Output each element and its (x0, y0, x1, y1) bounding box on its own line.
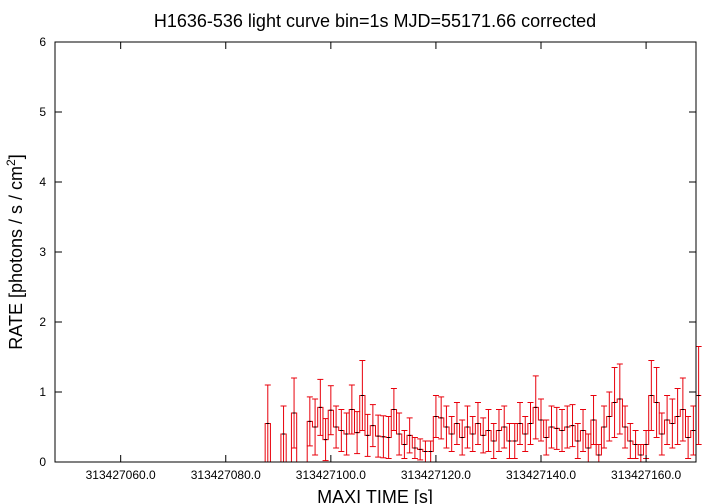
y-tick-label: 6 (39, 35, 46, 49)
x-tick-label: 313427120.0 (401, 468, 471, 482)
y-tick-label: 3 (39, 245, 46, 259)
error-bar (553, 406, 560, 450)
error-bar (453, 402, 460, 445)
error-bar (669, 398, 676, 449)
error-bar (685, 416, 692, 459)
error-bar (306, 396, 313, 447)
error-bar (432, 395, 439, 438)
error-bar (480, 417, 487, 454)
error-bar (658, 412, 665, 456)
y-axis-label-exponent: 2 (4, 159, 18, 166)
error-bar (343, 412, 350, 456)
error-bar (396, 412, 403, 456)
error-bar (490, 423, 497, 459)
x-tick-label: 313427140.0 (506, 468, 576, 482)
error-bar (380, 415, 387, 459)
y-tick-label: 5 (39, 105, 46, 119)
error-bar (348, 384, 355, 435)
error-bar (411, 437, 418, 459)
error-bar (548, 405, 555, 449)
error-bar (690, 405, 697, 456)
error-bar (322, 418, 329, 462)
error-bar (390, 388, 397, 431)
error-bar (648, 360, 655, 431)
error-bar (616, 363, 623, 435)
y-axis-label: RATE [photons / s / cm2] (4, 154, 26, 349)
error-bar (312, 398, 319, 456)
error-bar (564, 405, 571, 449)
error-bar (401, 430, 408, 459)
error-bar (459, 419, 466, 456)
plot-frame (54, 41, 697, 463)
error-bar (485, 409, 492, 452)
error-bar (474, 402, 481, 445)
error-bar (606, 391, 613, 442)
x-tick-label: 313427160.0 (611, 468, 681, 482)
error-bar (559, 409, 566, 452)
error-bar (574, 423, 581, 459)
error-bar (375, 414, 382, 458)
error-bar (369, 404, 376, 448)
error-bar (543, 419, 550, 456)
error-bar (333, 405, 340, 449)
y-axis-label-end: ] (6, 154, 26, 159)
error-bar (674, 388, 681, 445)
error-bar (438, 396, 445, 440)
error-bar (679, 377, 686, 442)
y-tick-label: 4 (39, 175, 46, 189)
error-bar (354, 411, 361, 455)
error-bar (359, 360, 366, 431)
error-bar (501, 405, 508, 449)
error-bar (495, 409, 502, 452)
error-bar (637, 444, 644, 463)
error-bar (522, 416, 529, 452)
x-axis-label: MAXI TIME [s] (317, 487, 433, 504)
y-tick-label: 2 (39, 315, 46, 329)
y-tick-label: 1 (39, 385, 46, 399)
error-bar (506, 423, 513, 459)
y-axis-label-main: RATE [photons / s / cm (6, 166, 26, 350)
error-bar (627, 423, 634, 459)
error-bar (580, 409, 587, 452)
data-layer (54, 346, 702, 463)
error-bar (595, 444, 602, 463)
x-tick-label: 313427060.0 (86, 468, 156, 482)
error-bar (527, 402, 534, 445)
error-bar (601, 405, 608, 449)
error-bar (464, 405, 471, 449)
chart-title: H1636-536 light curve bin=1s MJD=55171.6… (154, 11, 596, 31)
error-bar (448, 416, 455, 452)
x-tick-label: 313427080.0 (191, 468, 261, 482)
x-tick-label: 313427100.0 (296, 468, 366, 482)
error-bar (317, 378, 324, 436)
error-bar (590, 395, 597, 445)
error-bar (443, 405, 450, 449)
error-bar (511, 423, 518, 459)
error-bar (664, 395, 671, 445)
ticks-layer: 0 1 2 3 4 5 6 313427060.0 313427080.0 313427100.0… (39, 35, 696, 482)
error-bar (622, 405, 629, 449)
error-bar (469, 416, 476, 452)
error-bar (364, 413, 371, 457)
error-bar (632, 430, 639, 459)
error-bar (516, 402, 523, 445)
error-bar (532, 375, 539, 440)
error-bar (291, 377, 298, 449)
error-bar (695, 346, 702, 445)
error-bar (406, 417, 413, 454)
error-bar (611, 367, 618, 438)
error-bar (653, 367, 660, 438)
error-bar (338, 409, 345, 452)
error-bar (569, 404, 576, 448)
error-bar (385, 416, 392, 459)
y-tick-label: 0 (39, 455, 46, 469)
error-bar (417, 438, 424, 461)
error-bar (538, 398, 545, 442)
error-bar (327, 385, 334, 436)
